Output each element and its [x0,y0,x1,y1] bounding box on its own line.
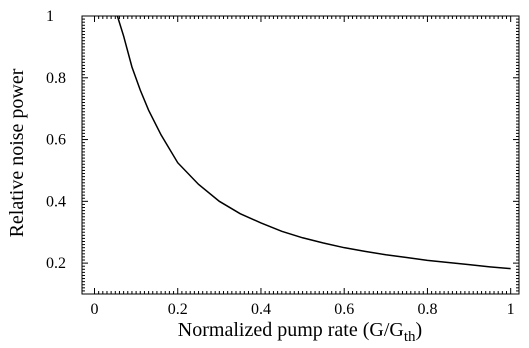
x-tick-label: 0 [90,301,98,318]
plot-frame [81,15,520,295]
y-tick-label: 0.6 [46,132,66,149]
tick-labels: 0 0.2 0.4 0.6 0.8 1 0.2 0.4 0.6 0.8 1 [46,8,515,318]
ticks [82,15,519,295]
y-tick-label: 0.2 [46,255,66,272]
x-tick-label: 0.8 [417,301,437,318]
x-axis-label: Normalized pump rate (G/Gth) [178,319,422,345]
y-tick-label: 0.4 [46,193,66,210]
y-axis-label: Relative noise power [6,68,28,237]
series-line [116,15,511,270]
x-tick-label: 0.4 [251,301,271,318]
x-tick-label: 0.2 [168,301,188,318]
y-tick-label: 0.8 [46,70,66,87]
x-axis-label-subscript: th [404,329,416,345]
x-tick-label: 0.6 [334,301,354,318]
x-axis-label-suffix: ) [416,319,423,341]
x-tick-label: 1 [507,301,515,318]
y-tick-label: 1 [46,8,54,25]
